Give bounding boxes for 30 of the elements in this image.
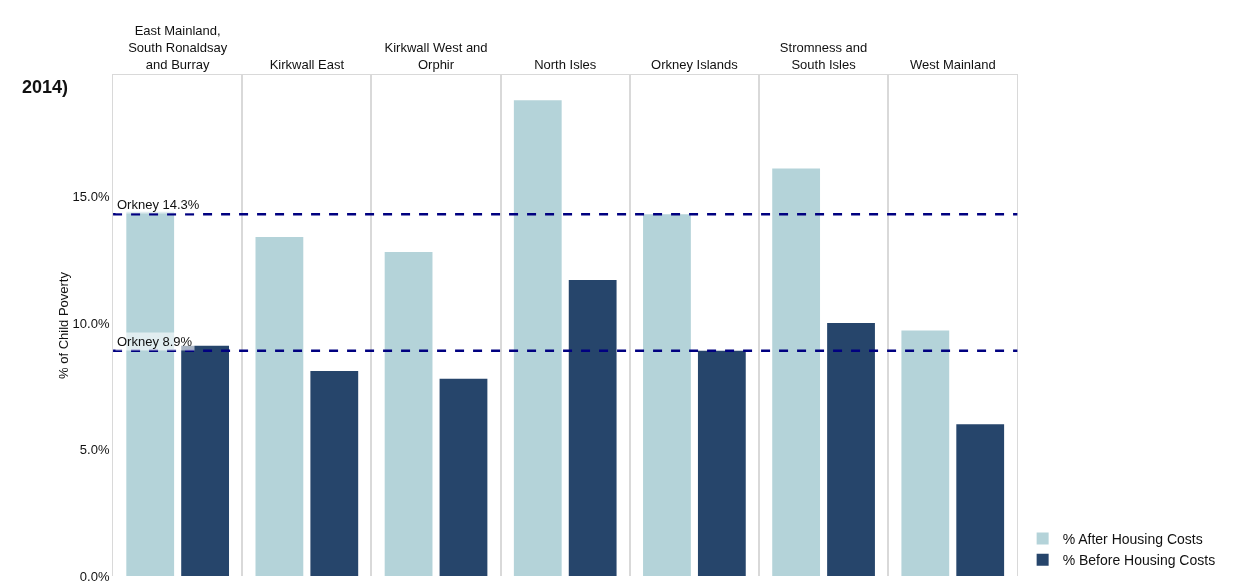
bar (772, 168, 821, 576)
bar (439, 378, 488, 576)
ref-line-label: Orkney 14.3% (117, 197, 200, 212)
bar (697, 350, 746, 576)
bar (513, 100, 562, 576)
bar (901, 330, 950, 576)
bar (255, 236, 304, 576)
x-tick-label: North Isles (534, 56, 597, 72)
legend-label: % Before Housing Costs (1062, 552, 1216, 569)
bar (643, 214, 691, 576)
x-tick-label: Kirkwall East (269, 56, 345, 72)
bar (310, 371, 359, 576)
bar (956, 424, 1005, 576)
x-tick-label: Orkney Islands (651, 56, 739, 72)
x-tick-label: East Mainland, South Ronaldsay and Burray (128, 23, 228, 72)
y-tick-label: 0.0% (79, 568, 110, 584)
legend-label: % After Housing Costs (1062, 531, 1203, 548)
ref-line-label: Orkney 8.9% (117, 334, 193, 349)
bar (181, 345, 230, 576)
y-axis-title: % of Child Poverty (55, 271, 71, 379)
x-tick-label: Stromness and South Isles (779, 39, 868, 72)
x-tick-label: Kirkwall West and Orphir (384, 39, 488, 72)
x-tick-label: West Mainland (909, 56, 996, 72)
y-tick-label: 10.0% (72, 315, 110, 331)
bar (384, 252, 433, 576)
chart-title: 2014) (22, 77, 69, 97)
y-tick-label: 15.0% (72, 189, 110, 204)
bar (827, 322, 875, 576)
bar (568, 279, 617, 576)
y-tick-label: 5.0% (79, 442, 110, 458)
